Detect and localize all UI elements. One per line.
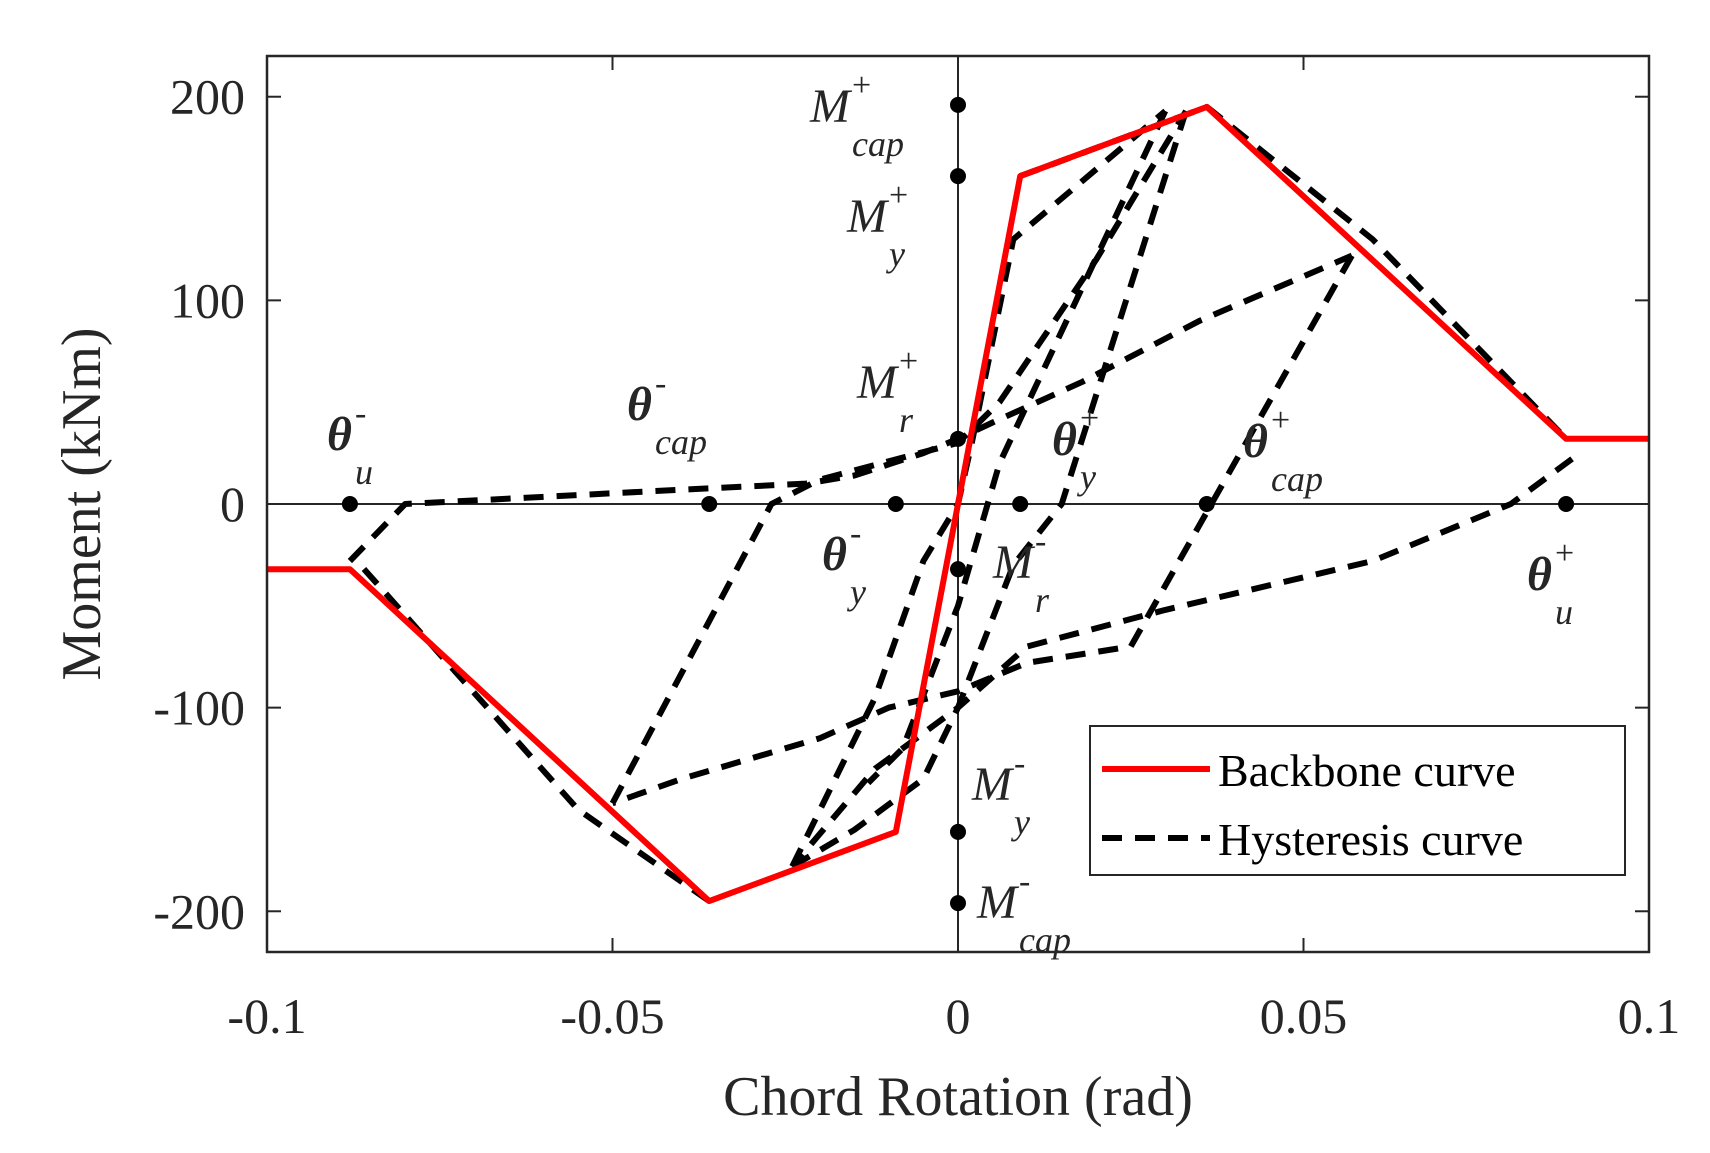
y-tick-label: 200: [170, 69, 245, 125]
annotation-m-cap-pos: M + cap: [809, 67, 904, 164]
x-tick-label: 0.1: [1618, 988, 1681, 1044]
annotation-subscript: cap: [1019, 920, 1071, 960]
marker-points: [341, 96, 1575, 912]
legend-box: [1089, 725, 1626, 876]
y-tick-label: 100: [170, 272, 245, 328]
backbone-curve: [267, 103, 1649, 905]
marker-point-7: [950, 168, 966, 185]
annotation-main: θ: [1527, 548, 1552, 601]
x-axis-title: Chord Rotation (rad): [723, 1066, 1193, 1128]
annotation-theta-cap-pos: θ + cap: [1243, 402, 1323, 499]
x-tick-label: -0.05: [560, 988, 664, 1044]
annotation-superscript: -: [1035, 523, 1046, 560]
tick-labels: -0.1 -0.05 0 0.05 0.1 -200 -100 0 100 200: [153, 69, 1680, 1044]
annotation-subscript: y: [1011, 802, 1030, 842]
annotation-m-cap-neg: M - cap: [976, 863, 1071, 960]
annotation-m-y-pos: M + y: [846, 177, 908, 274]
annotation-m-r-neg: M - r: [992, 523, 1050, 620]
annotation-subscript: cap: [1271, 459, 1323, 499]
marker-point-3: [1012, 496, 1029, 512]
hysteresis-segment-5: [866, 109, 1169, 786]
annotation-superscript: +: [1555, 535, 1574, 572]
annotation-theta-u-pos: θ + u: [1527, 535, 1574, 632]
annotation-superscript: -: [850, 515, 861, 552]
annotation-main: M: [992, 536, 1036, 589]
annotation-subscript: y: [847, 572, 866, 612]
marker-point-10: [950, 823, 966, 840]
marker-point-8: [950, 430, 966, 447]
marker-point-5: [1558, 496, 1575, 512]
marker-point-2: [887, 496, 904, 512]
annotation-main: M: [856, 356, 900, 409]
x-tick-label: -0.1: [227, 988, 306, 1044]
axis-ticks: [266, 56, 1650, 952]
hysteresis-segment-7: [790, 450, 1582, 870]
annotation-theta-y-neg: θ - y: [822, 515, 866, 612]
annotation-main: M: [809, 80, 853, 133]
annotation-subscript: u: [355, 452, 373, 492]
annotation-main: θ: [327, 408, 352, 461]
annotation-superscript: +: [852, 67, 871, 104]
legend-backbone-label: Backbone curve: [1218, 745, 1516, 796]
x-tick-label: 0: [946, 988, 971, 1044]
marker-point-1: [701, 496, 718, 512]
marker-point-0: [341, 496, 358, 512]
annotation-main: θ: [822, 528, 847, 581]
y-tick-label: -100: [153, 680, 245, 736]
y-axis-title: Moment (kNm): [51, 327, 113, 680]
marker-point-6: [950, 96, 966, 113]
annotation-superscript: +: [899, 343, 918, 380]
legend-hysteresis-label: Hysteresis curve: [1218, 814, 1523, 865]
annotation-subscript: y: [886, 234, 905, 274]
y-tick-label: -200: [153, 883, 245, 939]
marker-point-11: [950, 895, 966, 912]
y-tick-label: 0: [220, 476, 245, 532]
annotation-subscript: u: [1555, 592, 1573, 632]
marker-point-4: [1198, 496, 1215, 512]
annotation-subscript: y: [1077, 457, 1096, 497]
annotation-theta-y-pos: θ + y: [1052, 400, 1099, 497]
legend: Backbone curve Hysteresis curve: [1089, 725, 1626, 876]
marker-point-9: [950, 561, 966, 578]
annotation-main: θ: [1243, 415, 1268, 468]
annotation-main: M: [971, 758, 1015, 811]
annotation-superscript: -: [655, 365, 666, 402]
annotation-superscript: +: [889, 177, 908, 214]
annotation-superscript: +: [1271, 402, 1290, 439]
annotation-superscript: -: [1019, 863, 1030, 900]
annotation-theta-cap-neg: θ - cap: [627, 365, 707, 462]
annotation-subscript: r: [899, 400, 914, 440]
annotation-superscript: -: [355, 395, 366, 432]
annotation-main: θ: [627, 378, 652, 431]
annotation-superscript: -: [1014, 745, 1025, 782]
annotation-subscript: cap: [852, 124, 904, 164]
annotation-main: M: [976, 876, 1020, 929]
annotation-superscript: +: [1080, 400, 1099, 437]
annotation-subscript: cap: [655, 422, 707, 462]
annotation-main: M: [846, 190, 890, 243]
x-tick-label: 0.05: [1260, 988, 1348, 1044]
annotation-subscript: r: [1035, 580, 1050, 620]
annotation-theta-u-neg: θ - u: [327, 395, 373, 492]
annotation-main: θ: [1052, 413, 1077, 466]
annotation-m-r-pos: M + r: [856, 343, 918, 440]
annotation-m-y-neg: M - y: [971, 745, 1030, 842]
